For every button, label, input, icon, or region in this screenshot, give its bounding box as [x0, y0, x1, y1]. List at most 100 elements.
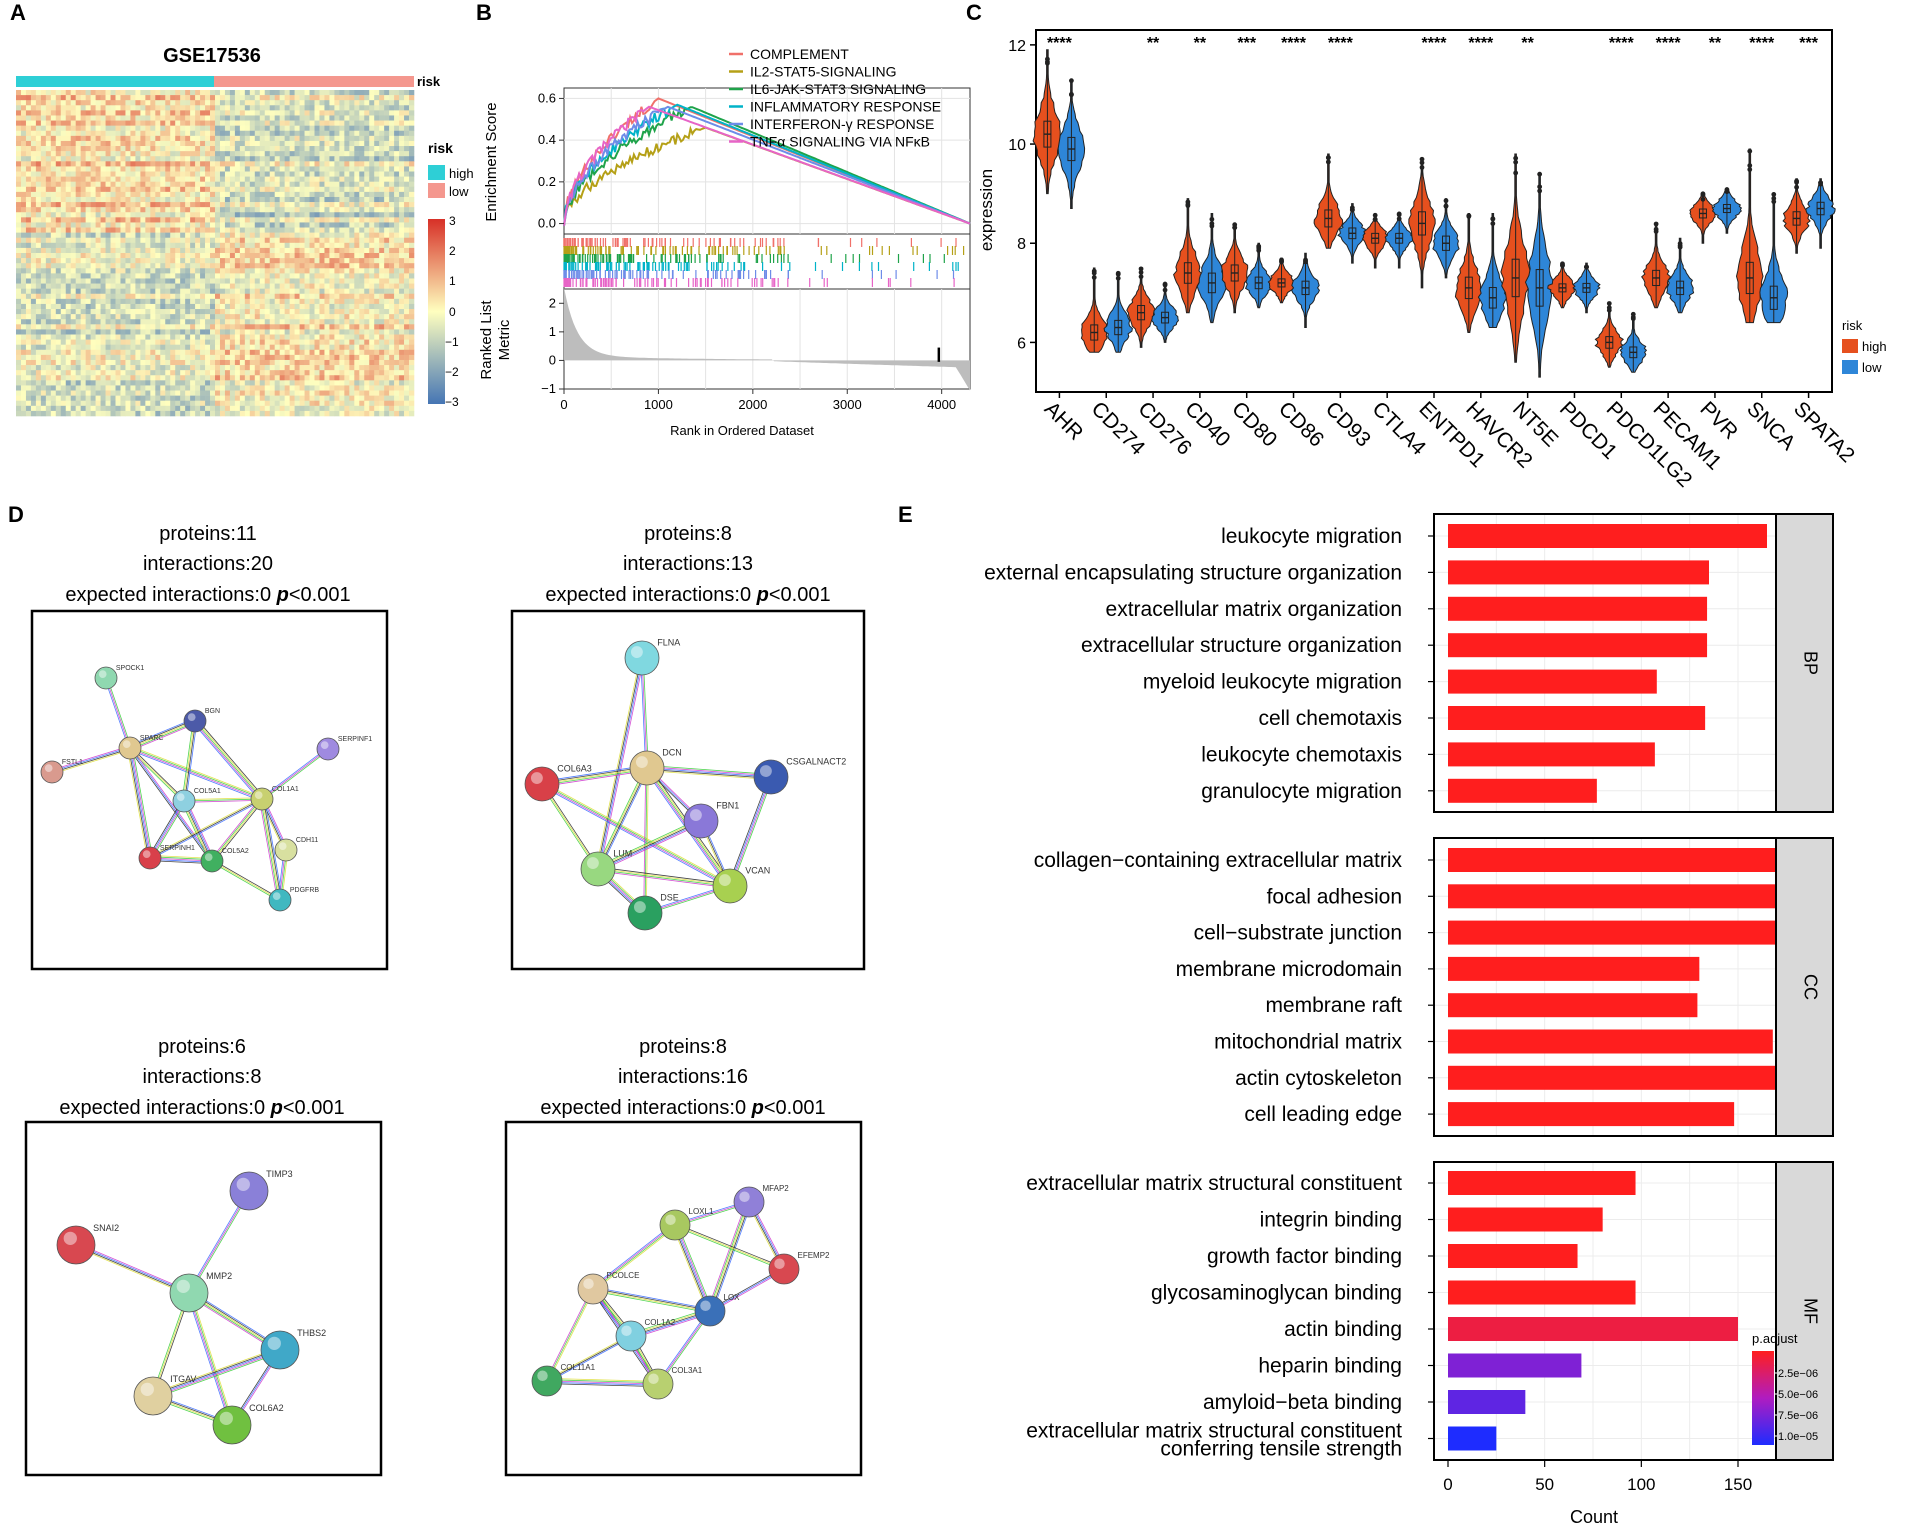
heatmap-cell [30, 370, 37, 376]
heatmap-cell [180, 354, 186, 361]
heatmap-cell [404, 268, 410, 274]
heatmap-cell [219, 135, 226, 142]
heatmap-cell [120, 339, 126, 345]
heatmap-cell [120, 217, 126, 223]
heatmap-cell [120, 227, 126, 233]
heatmap-cell [329, 263, 335, 269]
heatmap-cell [105, 202, 111, 208]
heatmap-cell [165, 227, 171, 233]
heatmap-cell [140, 105, 146, 111]
heatmap-cell [200, 390, 206, 396]
heatmap-cell [284, 273, 290, 279]
heatmap-cell [185, 130, 191, 137]
heatmap-cell [215, 253, 221, 259]
heatmap-cell [150, 242, 156, 249]
heatmap-cell [200, 90, 206, 96]
heatmap-cell [100, 105, 106, 111]
heatmap-cell [299, 161, 305, 167]
heatmap-cell [374, 370, 380, 376]
heatmap-cell [284, 268, 290, 274]
heatmap-cell [100, 375, 106, 381]
heatmap-cell [344, 100, 350, 106]
heatmap-cell [284, 309, 290, 315]
heatmap-cell [339, 140, 345, 147]
heatmap-cell [389, 253, 395, 259]
heatmap-cell [105, 247, 111, 254]
heatmap-cell [130, 130, 136, 137]
heatmap-cell [40, 166, 47, 172]
heatmap-cell [50, 359, 57, 366]
heatmap-cell [155, 176, 161, 182]
heatmap-cell [334, 390, 340, 396]
heatmap-cell [224, 365, 231, 371]
heatmap-cell [155, 140, 161, 147]
heatmap-cell [185, 253, 191, 259]
heatmap-cell [394, 349, 400, 356]
heatmap-cell [269, 186, 275, 193]
heatmap-cell [339, 395, 345, 402]
heatmap-cell [215, 324, 221, 330]
heatmap-cell [339, 375, 345, 381]
heatmap-cell [234, 151, 241, 157]
heatmap-cell [50, 395, 57, 402]
heatmap-cell [259, 309, 266, 315]
heatmap-cell [150, 140, 156, 147]
heatmap-cell [35, 120, 42, 126]
heatmap-cell [354, 151, 360, 157]
heatmap-cell [309, 385, 315, 391]
heatmap-cell [155, 171, 161, 177]
heatmap-cell [379, 288, 385, 295]
heatmap-cell [359, 263, 365, 269]
heatmap-cell [239, 242, 246, 249]
heatmap-cell [160, 130, 166, 137]
heatmap-cell [185, 278, 191, 284]
heatmap-cell [399, 135, 405, 142]
heatmap-cell [324, 186, 330, 193]
heatmap-cell [45, 339, 52, 345]
heatmap-cell [175, 273, 181, 279]
heatmap-cell [215, 212, 221, 218]
heatmap-cell [195, 186, 201, 193]
heatmap-cell [145, 110, 151, 116]
heatmap-cell [289, 176, 295, 182]
heatmap-cell [65, 171, 72, 177]
heatmap-cell [20, 115, 27, 121]
heatmap-cell [224, 359, 231, 366]
heatmap-cell [190, 370, 196, 376]
heatmap-cell [314, 196, 320, 203]
heatmap-cell [160, 212, 166, 218]
heatmap-cell [195, 115, 201, 121]
heatmap-cell [249, 390, 256, 396]
heatmap-cell [394, 400, 400, 407]
heatmap-cell [219, 375, 226, 381]
heatmap-cell [239, 196, 246, 203]
heatmap-cell [339, 181, 345, 188]
heatmap-cell [125, 95, 131, 101]
heatmap-cell [115, 288, 121, 295]
heatmap-cell [254, 166, 261, 172]
heatmap-cell [324, 253, 330, 259]
heatmap-cell [399, 334, 405, 340]
heatmap-cell [55, 196, 62, 203]
heatmap-cell [324, 207, 330, 213]
heatmap-cell [249, 171, 256, 177]
heatmap-cell [215, 105, 221, 111]
heatmap-cell [374, 237, 380, 244]
heatmap-cell [379, 161, 385, 167]
heatmap-cell [175, 309, 181, 315]
heatmap-cell [254, 156, 261, 162]
heatmap-cell [264, 354, 271, 361]
heatmap-cell [155, 339, 161, 345]
heatmap-cell [409, 293, 415, 300]
heatmap-cell [294, 212, 300, 218]
heatmap-cell [140, 232, 146, 239]
heatmap-cell [205, 329, 211, 335]
heatmap-cell [279, 354, 285, 361]
heatmap-cell [249, 263, 256, 269]
heatmap-cell [334, 232, 340, 239]
heatmap-cell [309, 293, 315, 300]
heatmap-cell [344, 151, 350, 157]
heatmap-cell [399, 191, 405, 198]
heatmap-cell [160, 156, 166, 162]
heatmap-cell [110, 166, 116, 172]
